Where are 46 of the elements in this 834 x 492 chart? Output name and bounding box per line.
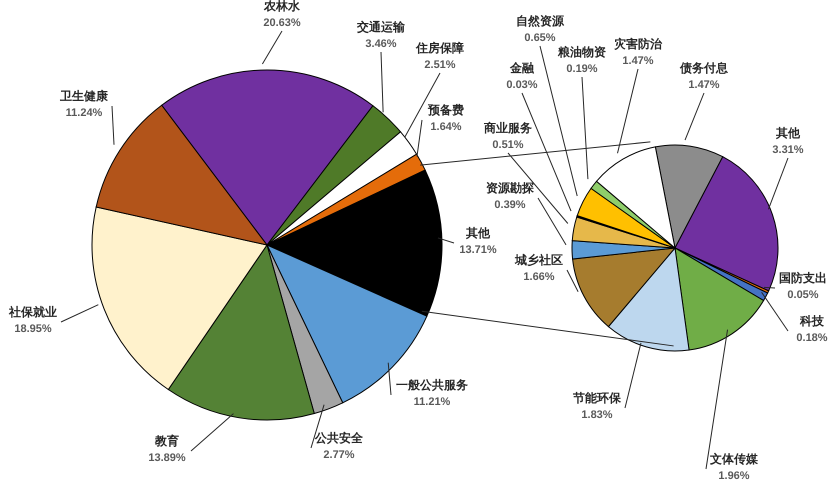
- slice-label: 社保就业: [8, 305, 57, 319]
- slice-label: 灾害防治: [614, 37, 663, 51]
- slice-label: 其他: [775, 126, 801, 140]
- slice-label: 住房保障: [415, 41, 464, 55]
- data-label: 0.19%: [566, 63, 598, 75]
- data-label: 0.65%: [524, 32, 556, 44]
- slice-label: 科技: [799, 314, 825, 328]
- data-label: 3.46%: [365, 38, 397, 50]
- data-label: 1.83%: [581, 409, 613, 421]
- slice-label: 卫生健康: [59, 89, 109, 103]
- data-label: 1.47%: [688, 79, 720, 91]
- slice-label: 预备费: [427, 103, 464, 117]
- data-label: 3.31%: [772, 144, 804, 156]
- slice-label: 一般公共服务: [396, 378, 468, 392]
- data-label: 11.21%: [414, 396, 451, 408]
- data-label: 0.05%: [787, 289, 819, 301]
- data-label: 20.63%: [263, 17, 301, 29]
- slice-label: 城乡社区: [514, 253, 563, 267]
- slice-label: 国防支出: [779, 271, 827, 285]
- data-label: 1.96%: [718, 470, 750, 482]
- slice-label: 商业服务: [483, 121, 532, 135]
- slice-label: 其他: [465, 226, 491, 240]
- slice-label: 文体传媒: [709, 452, 759, 466]
- data-label: 1.66%: [523, 271, 555, 283]
- slice-label: 节能环保: [572, 391, 622, 405]
- data-label: 0.03%: [506, 79, 538, 91]
- slice-label: 教育: [154, 434, 179, 448]
- data-label: 13.89%: [148, 452, 186, 464]
- data-label: 1.64%: [430, 121, 462, 133]
- slice-label: 农林水: [263, 0, 301, 13]
- data-label: 2.51%: [424, 59, 456, 71]
- data-label: 11.24%: [66, 107, 103, 119]
- slice-label: 金融: [509, 61, 535, 75]
- data-label: 0.51%: [492, 139, 524, 151]
- slice-label: 自然资源: [516, 14, 565, 28]
- slice-label: 交通运输: [356, 20, 406, 34]
- slice-label: 公共安全: [314, 431, 364, 445]
- data-label: 0.18%: [796, 332, 828, 344]
- data-label: 0.39%: [494, 199, 526, 211]
- data-label: 1.47%: [622, 55, 654, 67]
- data-label: 18.95%: [14, 323, 52, 335]
- data-label: 13.71%: [459, 244, 497, 256]
- slice-label: 债务付息: [679, 61, 729, 75]
- slice-label: 资源勘探: [486, 181, 535, 195]
- data-label: 2.77%: [323, 449, 355, 461]
- slice-label: 粮油物资: [557, 45, 606, 59]
